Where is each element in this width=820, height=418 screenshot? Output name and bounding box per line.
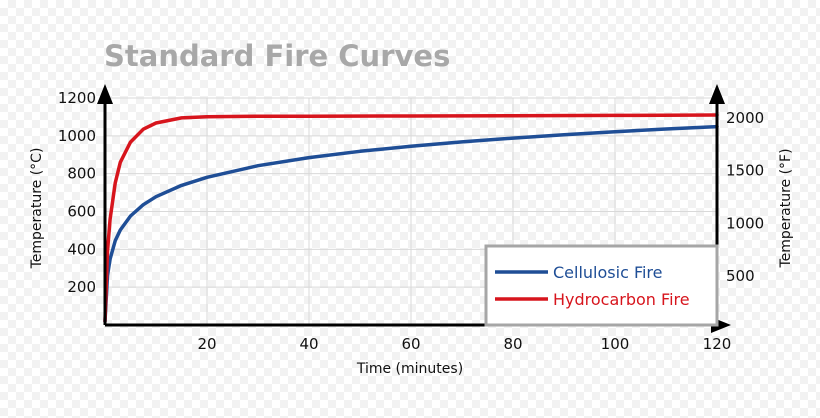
series-line-hydrocarbon: [103, 113, 719, 323]
x-tick-label-100: 100: [601, 335, 630, 353]
y2-tick-label-500: 500: [726, 267, 755, 285]
y-tick-label-1000: 1000: [58, 127, 96, 145]
tick-labels: 20 40 60 80 100 120 200 400 600 800 1000 1200 500 100…: [58, 89, 764, 353]
x-tick-label-80: 80: [503, 335, 522, 353]
y2-tick-label-2000: 2000: [726, 109, 764, 127]
y-tick-label-1200: 1200: [58, 89, 96, 107]
x-tick-label-20: 20: [197, 335, 216, 353]
legend-label-cellulosic: Cellulosic Fire: [553, 263, 663, 282]
series-line-cellulosic: [103, 124, 719, 323]
series-layer: [103, 113, 719, 323]
y-axis-label-celsius: Temperature (°C): [29, 148, 45, 270]
y-tick-label-600: 600: [67, 203, 96, 221]
x-axis-label: Time (minutes): [356, 361, 463, 377]
y-tick-label-800: 800: [67, 165, 96, 183]
y-axis-left-arrow: [97, 84, 113, 104]
y2-tick-label-1000: 1000: [726, 214, 764, 232]
legend-box: [484, 244, 719, 327]
y-tick-label-200: 200: [67, 278, 96, 296]
x-tick-label-40: 40: [299, 335, 318, 353]
legend: Cellulosic Fire Hydrocarbon Fire: [484, 244, 719, 327]
x-tick-label-60: 60: [401, 335, 420, 353]
y-axis-label-fahrenheit: Temperature (°F): [778, 148, 794, 268]
y-tick-label-400: 400: [67, 240, 96, 258]
legend-label-hydrocarbon: Hydrocarbon Fire: [553, 290, 690, 309]
y-axis-right-arrow: [709, 84, 725, 104]
y2-tick-label-1500: 1500: [726, 162, 764, 180]
chart-title: Standard Fire Curves: [104, 39, 450, 73]
x-tick-label-120: 120: [703, 335, 732, 353]
